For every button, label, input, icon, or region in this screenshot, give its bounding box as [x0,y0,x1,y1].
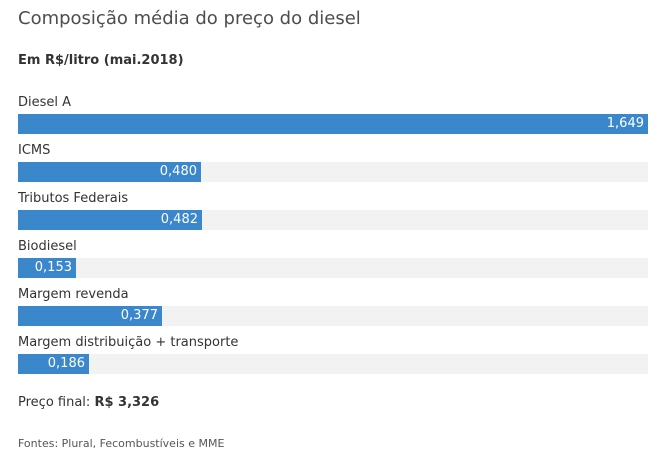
source-note: Fontes: Plural, Fecombustíveis e MME [18,437,225,450]
bar: 0,377 [18,306,162,326]
bar: 1,649 [18,114,648,134]
chart-title: Composição média do preço do diesel [18,8,361,29]
bar-row: Margem revenda 0,377 [18,284,648,328]
data-label: 0,377 [120,308,158,323]
bar-row: Tributos Federais 0,482 [18,188,648,232]
final-price-value: R$ 3,326 [94,395,160,410]
final-price: Preço final: R$ 3,326 [18,395,159,410]
data-label: 0,480 [159,164,197,179]
bar-track: 1,649 [18,114,648,134]
bar-row: Diesel A 1,649 [18,92,648,136]
category-label: Biodiesel [18,239,77,254]
category-label: Margem revenda [18,287,129,302]
bar: 0,153 [18,258,76,278]
bar: 0,482 [18,210,202,230]
bar-row: Biodiesel 0,153 [18,236,648,280]
data-label: 0,482 [160,212,198,227]
data-label: 0,186 [47,356,85,371]
category-label: Margem distribuição + transporte [18,335,239,350]
bar-track: 0,153 [18,258,648,278]
bar-track: 0,482 [18,210,648,230]
category-label: Tributos Federais [18,191,129,206]
bar-row: Margem distribuição + transporte 0,186 [18,332,648,376]
final-price-label: Preço final: [18,395,91,410]
category-label: Diesel A [18,95,72,110]
bar: 0,480 [18,162,201,182]
bar-track: 0,480 [18,162,648,182]
data-label: 1,649 [606,116,644,131]
category-label: ICMS [18,143,51,158]
bar-row: ICMS 0,480 [18,140,648,184]
data-label: 0,153 [34,260,72,275]
bar-track: 0,186 [18,354,648,374]
bar-track: 0,377 [18,306,648,326]
bar: 0,186 [18,354,89,374]
chart-subtitle: Em R$/litro (mai.2018) [18,53,184,68]
